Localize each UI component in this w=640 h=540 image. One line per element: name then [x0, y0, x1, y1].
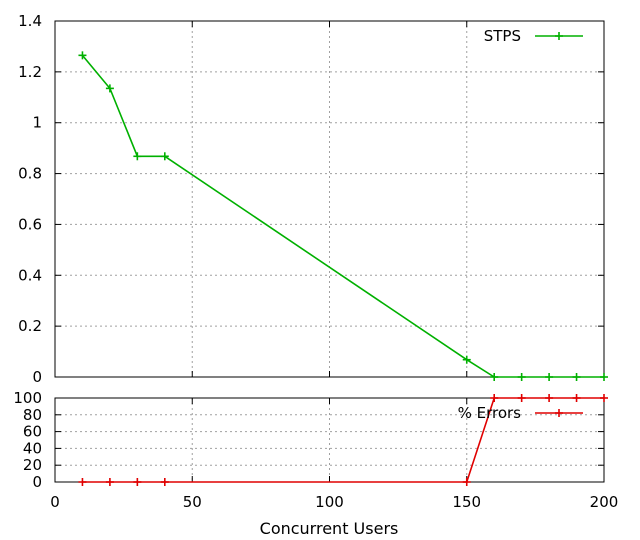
x-tick-label: 200 [590, 493, 619, 511]
y-tick-label: 80 [23, 406, 42, 424]
y-tick-label: 1.2 [18, 63, 42, 81]
data-point [517, 394, 526, 402]
data-point [78, 51, 87, 60]
data-point [133, 478, 142, 486]
series-line [82, 397, 604, 483]
stps-panel: 0 0.2 0.4 0.6 0.8 1 1.2 1.4 STPS [18, 12, 608, 386]
y-tick-label: 60 [23, 423, 42, 441]
legend-marker [555, 409, 563, 417]
data-point [105, 84, 114, 93]
x-tick-label: 150 [452, 493, 481, 511]
y-tick-label: 1.4 [18, 12, 42, 30]
y-tick-label: 0.4 [18, 266, 42, 284]
legend-marker [555, 32, 563, 40]
y-tick-label: 40 [23, 439, 42, 457]
data-point [490, 373, 499, 381]
data-point [572, 394, 581, 402]
data-point [462, 355, 471, 364]
y-tick-label: 0 [32, 473, 42, 491]
y-tick-label: 20 [23, 456, 42, 474]
data-point [600, 394, 608, 402]
x-tick-label: 0 [50, 493, 60, 511]
data-point [160, 152, 169, 161]
y-tick-label: 1 [32, 114, 42, 132]
legend-label: STPS [484, 27, 521, 45]
data-point [462, 478, 471, 486]
y-tick-label: 0.6 [18, 215, 42, 233]
data-point [545, 373, 554, 381]
x-tick-label: 50 [183, 493, 202, 511]
legend-label: % Errors [458, 404, 522, 422]
data-point [133, 152, 142, 161]
data-point [78, 478, 87, 486]
series-line [81, 54, 604, 378]
data-point [600, 373, 608, 381]
x-axis-title: Concurrent Users [260, 519, 399, 538]
x-tick-label: 100 [315, 493, 344, 511]
plot-frame [54, 20, 605, 378]
data-point [490, 394, 499, 402]
data-point [517, 373, 526, 381]
data-point [545, 394, 554, 402]
y-tick-label: 0 [32, 368, 42, 386]
data-point [105, 478, 114, 486]
y-tick-label: 0.2 [18, 317, 42, 335]
data-point [572, 373, 581, 381]
y-tick-label: 100 [13, 389, 42, 407]
data-point [160, 478, 169, 486]
y-tick-label: 0.8 [18, 165, 42, 183]
